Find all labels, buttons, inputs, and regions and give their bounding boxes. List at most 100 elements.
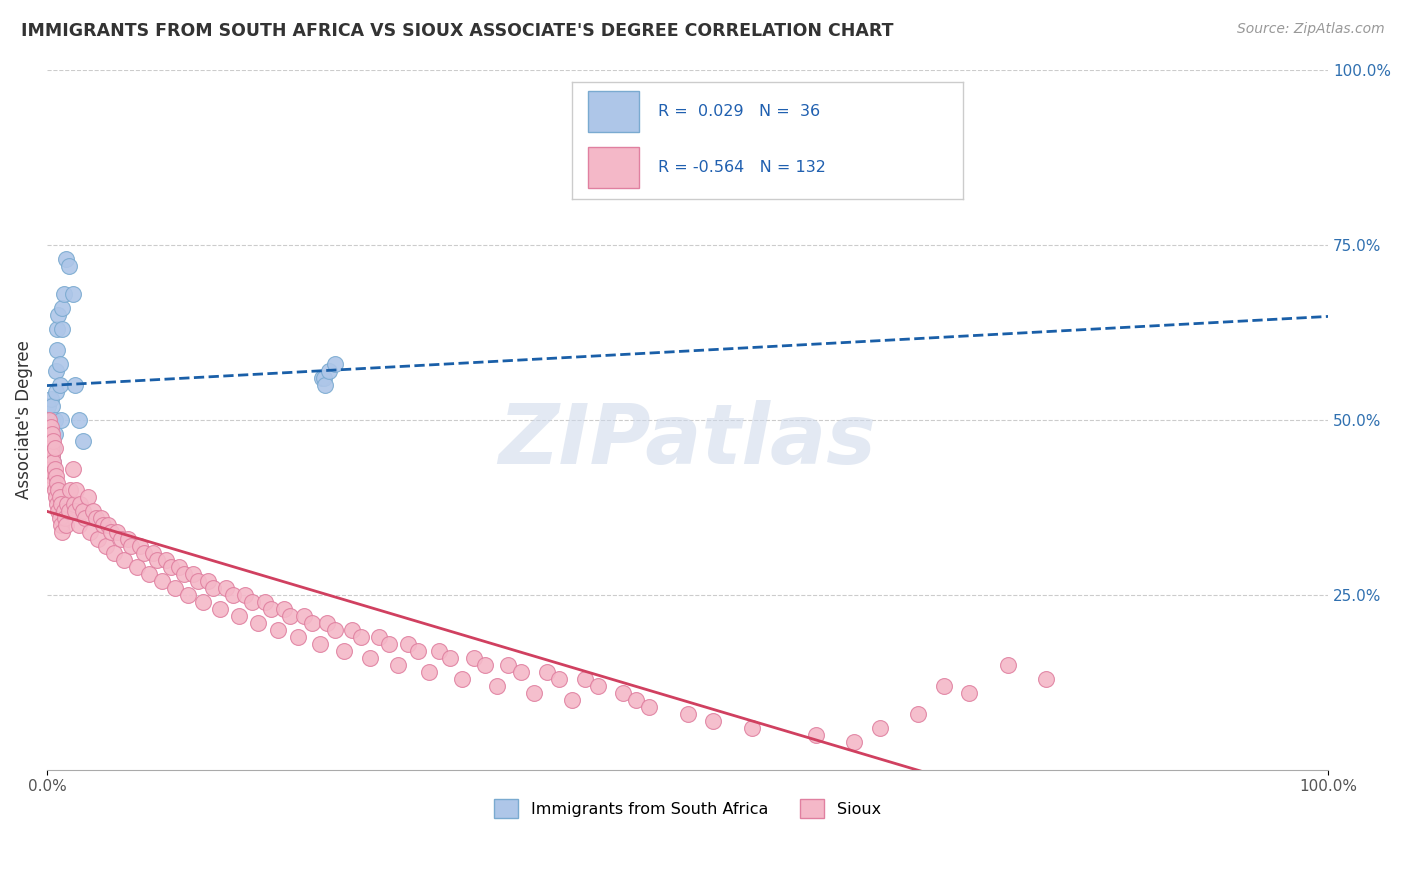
Point	[208, 601, 231, 615]
Point	[273, 601, 295, 615]
Point	[167, 559, 190, 574]
Point	[160, 559, 183, 574]
Point	[181, 566, 204, 581]
Point	[37, 448, 59, 462]
Point	[187, 574, 209, 588]
Point	[49, 517, 72, 532]
Point	[193, 595, 215, 609]
Point	[75, 510, 97, 524]
Point	[278, 608, 301, 623]
Point	[48, 357, 70, 371]
Point	[463, 650, 485, 665]
Point	[439, 650, 461, 665]
Point	[146, 553, 169, 567]
Point	[67, 413, 90, 427]
Legend: Immigrants from South Africa, Sioux: Immigrants from South Africa, Sioux	[488, 792, 887, 824]
Text: ZIPatlas: ZIPatlas	[499, 401, 876, 482]
Point	[129, 539, 152, 553]
Point	[38, 413, 60, 427]
Point	[235, 588, 257, 602]
Point	[523, 686, 546, 700]
Point	[67, 517, 90, 532]
Point	[117, 532, 139, 546]
Point	[45, 490, 67, 504]
Point	[548, 672, 571, 686]
Point	[316, 615, 339, 630]
Point	[97, 517, 120, 532]
Point	[52, 504, 75, 518]
Point	[266, 623, 288, 637]
Point	[62, 462, 84, 476]
Point	[215, 581, 238, 595]
Point	[333, 644, 356, 658]
Point	[314, 377, 336, 392]
Point	[869, 721, 891, 735]
Point	[39, 392, 62, 406]
Point	[51, 322, 73, 336]
Point	[69, 497, 91, 511]
Point	[340, 623, 363, 637]
Point	[46, 343, 69, 357]
Point	[59, 483, 82, 497]
Point	[37, 413, 59, 427]
Point	[702, 714, 724, 728]
Point	[253, 595, 276, 609]
Point	[38, 426, 60, 441]
Point	[37, 399, 59, 413]
Point	[367, 630, 389, 644]
Point	[46, 497, 69, 511]
Point	[48, 308, 70, 322]
Point	[82, 504, 104, 518]
Point	[44, 441, 66, 455]
Point	[44, 462, 66, 476]
Point	[221, 588, 243, 602]
Point	[65, 483, 87, 497]
Point	[41, 468, 63, 483]
Point	[240, 595, 263, 609]
Point	[308, 637, 330, 651]
Point	[41, 448, 63, 462]
Point	[536, 665, 558, 679]
Point	[474, 657, 496, 672]
Point	[52, 287, 75, 301]
Point	[39, 441, 62, 455]
Point	[177, 588, 200, 602]
Point	[318, 364, 340, 378]
Point	[44, 413, 66, 427]
Point	[312, 371, 335, 385]
Point	[427, 644, 450, 658]
Point	[42, 434, 65, 448]
Point	[42, 475, 65, 490]
Point	[1035, 672, 1057, 686]
Point	[142, 546, 165, 560]
Text: Source: ZipAtlas.com: Source: ZipAtlas.com	[1237, 22, 1385, 37]
Point	[38, 413, 60, 427]
Point	[58, 504, 80, 518]
Point	[294, 608, 316, 623]
Point	[63, 504, 86, 518]
Point	[79, 524, 101, 539]
Point	[202, 581, 225, 595]
Point	[42, 441, 65, 455]
Point	[287, 630, 309, 644]
Point	[87, 532, 110, 546]
Point	[53, 510, 76, 524]
Point	[510, 665, 533, 679]
Point	[44, 483, 66, 497]
Point	[45, 384, 67, 399]
Point	[56, 497, 79, 511]
Point	[42, 455, 65, 469]
Point	[676, 706, 699, 721]
Point	[586, 679, 609, 693]
Point	[39, 420, 62, 434]
Point	[100, 524, 122, 539]
Point	[48, 504, 70, 518]
Point	[45, 468, 67, 483]
Point	[387, 657, 409, 672]
Point	[62, 497, 84, 511]
Point	[932, 679, 955, 693]
Point	[396, 637, 419, 651]
Point	[125, 559, 148, 574]
Point	[46, 475, 69, 490]
Point	[997, 657, 1019, 672]
